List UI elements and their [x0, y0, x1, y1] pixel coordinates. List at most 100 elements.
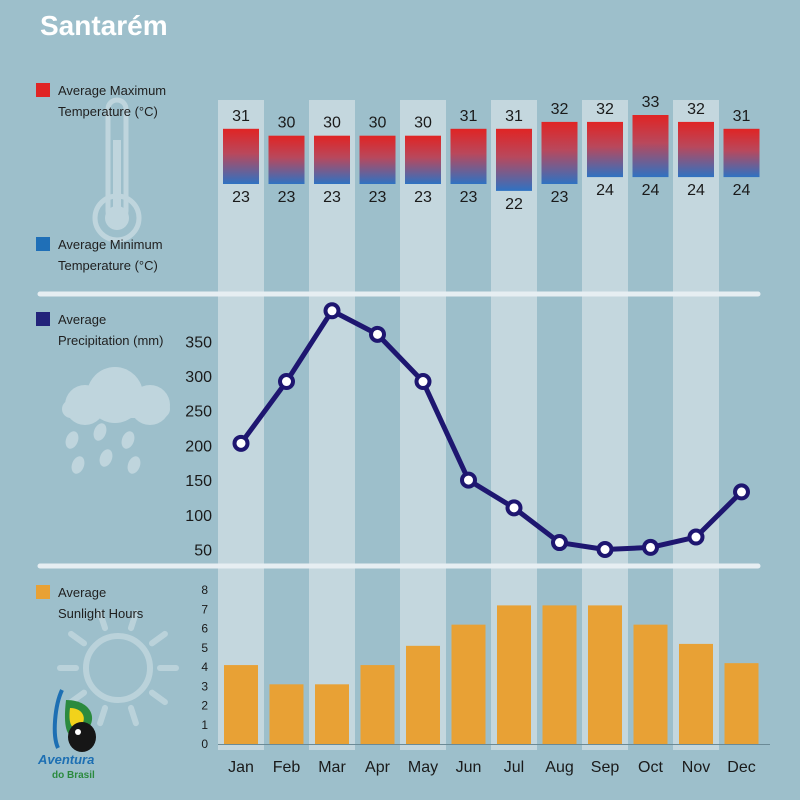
- rain-drop: [121, 431, 135, 449]
- month-label: Jun: [456, 759, 482, 776]
- month-band: [309, 100, 355, 750]
- precip-tick-label: 150: [185, 473, 212, 490]
- sun-ray: [148, 689, 168, 706]
- sun-tick-label: 0: [201, 737, 208, 751]
- precip-tick-label: 100: [185, 508, 212, 525]
- sun-tick-label: 4: [201, 660, 208, 674]
- temp-min-label: 23: [460, 189, 478, 206]
- month-label: May: [408, 759, 438, 776]
- rain-drop: [65, 431, 79, 449]
- cloud-puff-right: [130, 385, 170, 425]
- month-label: Mar: [318, 759, 346, 776]
- cloud-puff-main: [87, 367, 143, 423]
- temp-max-label: 31: [505, 108, 523, 125]
- thermometer-mercury: [113, 140, 121, 210]
- logo-parrot-eye: [75, 729, 81, 735]
- cloud-puff-left: [65, 385, 105, 425]
- legend-swatch-precip: [36, 312, 50, 326]
- precip-point: [414, 373, 432, 391]
- legend-label-max-temp-2: Temperature (°C): [58, 104, 158, 119]
- legend-swatch-max-temp: [36, 83, 50, 97]
- sun-tick-label: 6: [201, 622, 208, 636]
- month-label: Jul: [504, 759, 524, 776]
- temp-bar: [541, 121, 578, 184]
- temp-min-label: 23: [323, 189, 341, 206]
- thermometer-icon: [92, 97, 142, 243]
- sun-ray: [148, 630, 168, 647]
- temp-max-label: 33: [642, 94, 660, 111]
- temp-bar: [632, 115, 669, 178]
- temp-bar: [450, 128, 487, 184]
- legend-min-temp: Average Minimum Temperature (°C): [36, 234, 188, 276]
- sun-tick-label: 5: [201, 641, 208, 655]
- precip-tick-label: 250: [185, 404, 212, 421]
- rain-drop: [71, 456, 85, 474]
- precip-point: [278, 373, 295, 391]
- temp-bar: [405, 135, 441, 184]
- temp-max-label: 32: [596, 101, 614, 118]
- precip-point: [232, 434, 250, 452]
- precip-point: [551, 534, 568, 552]
- sun-bar: [269, 684, 304, 744]
- sun-tick-label: 7: [201, 602, 208, 616]
- month-label: Jan: [228, 759, 254, 776]
- temp-min-label: 23: [232, 189, 250, 206]
- precip-point: [733, 483, 750, 501]
- thermometer-bulb-fill: [105, 206, 129, 230]
- sun-tick-label: 8: [201, 583, 208, 597]
- month-label: Nov: [682, 759, 710, 776]
- temp-min-label: 24: [733, 182, 751, 199]
- sun-disc: [83, 633, 153, 703]
- sun-bar: [542, 605, 577, 744]
- precip-tick-label: 350: [185, 334, 212, 351]
- temp-max-label: 31: [460, 108, 478, 125]
- sun-bar: [451, 624, 486, 744]
- precip-point: [596, 541, 614, 558]
- thermometer-tube: [105, 97, 129, 223]
- sun-bar: [724, 663, 759, 744]
- temp-bar: [268, 135, 305, 184]
- sun-bar: [315, 684, 349, 744]
- temp-bar: [496, 128, 532, 191]
- temp-bar: [359, 135, 396, 184]
- logo-text-line1: Aventura: [38, 752, 95, 767]
- sun-ray: [127, 704, 139, 727]
- precip-point: [369, 325, 386, 343]
- sun-bar: [360, 665, 395, 744]
- temp-min-label: 23: [414, 189, 432, 206]
- temp-max-label: 32: [687, 101, 705, 118]
- legend-label-min-temp-2: Temperature (°C): [58, 258, 158, 273]
- sun-ray: [97, 609, 109, 632]
- temp-max-label: 31: [733, 108, 751, 125]
- temp-min-label: 23: [369, 189, 387, 206]
- month-label: Apr: [365, 759, 391, 776]
- legend-label-precip-1: Average: [58, 312, 107, 327]
- logo-stroke: [52, 689, 64, 749]
- precip-point: [642, 538, 659, 556]
- month-label: Oct: [638, 759, 663, 776]
- month-band: [673, 100, 719, 750]
- temp-bar: [223, 128, 259, 184]
- sun-bar: [633, 624, 668, 744]
- precip-point: [687, 528, 705, 546]
- precip-point: [460, 471, 477, 489]
- precip-point: [323, 302, 341, 320]
- legend-label-max-temp-1: Average Maximum: [58, 83, 167, 98]
- month-label: Dec: [727, 759, 755, 776]
- sun-tick-label: 2: [201, 699, 208, 713]
- temp-min-label: 23: [551, 189, 569, 206]
- rain-drop: [99, 449, 113, 467]
- sun-ray: [68, 689, 88, 706]
- sun-tick-label: 1: [201, 718, 208, 732]
- rain-drop: [93, 423, 107, 441]
- parrot-logo-icon: [52, 689, 96, 752]
- legend-swatch-sun: [36, 585, 50, 599]
- logo-parrot-head: [68, 722, 96, 752]
- temp-min-label: 24: [642, 182, 660, 199]
- temp-max-label: 30: [278, 115, 296, 132]
- rain-drop: [127, 456, 141, 474]
- thermometer-bulb: [92, 193, 142, 243]
- sun-bar: [224, 665, 258, 744]
- temp-bar: [678, 121, 714, 178]
